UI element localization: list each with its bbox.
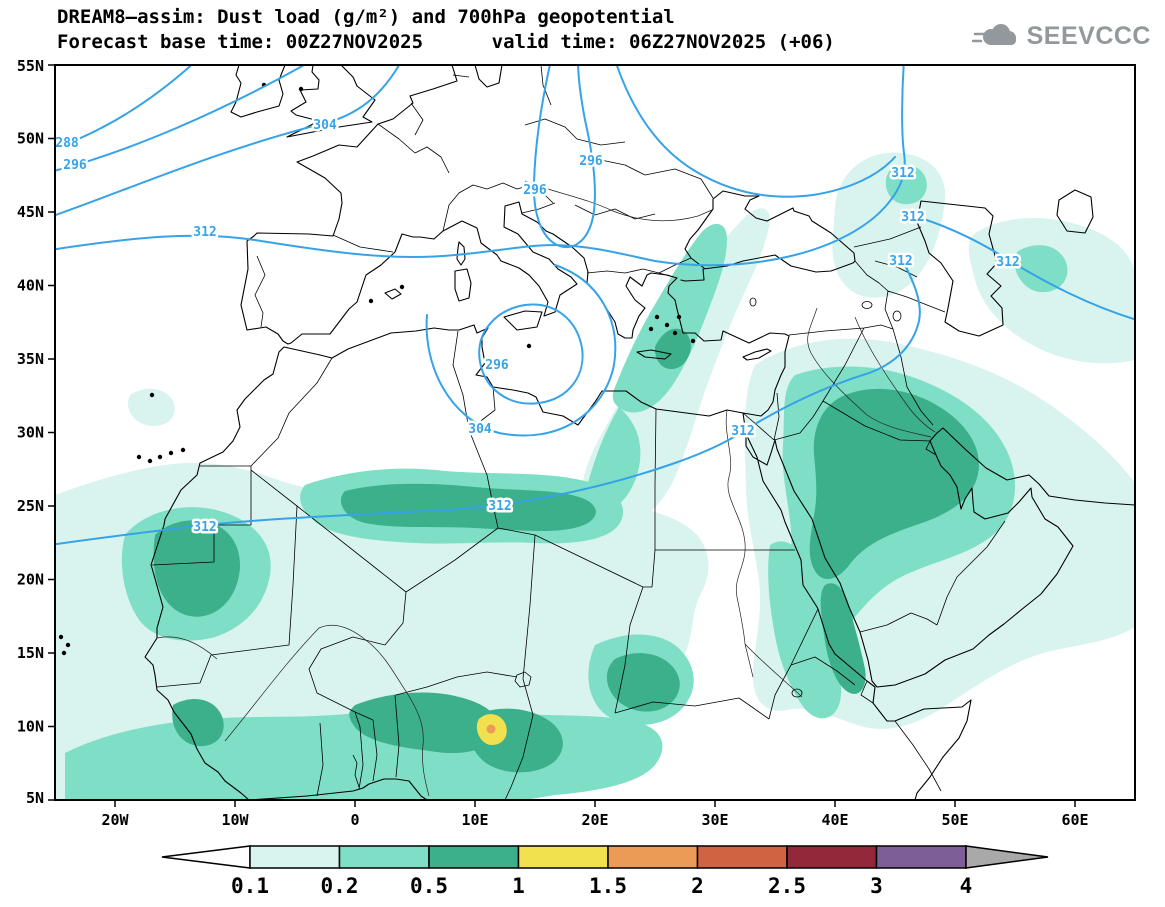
geopotential-contours — [55, 65, 1135, 546]
lat-label: 55N — [17, 57, 44, 75]
dust-level-0.2-region — [65, 164, 1068, 800]
contour-label: 312 — [193, 225, 216, 240]
legend-arrow-left — [161, 845, 251, 869]
legend-segment-0.1-0.2 — [249, 845, 341, 869]
lon-label: 10E — [461, 811, 488, 829]
lakes — [352, 297, 902, 788]
lon-label: 30E — [701, 811, 728, 829]
coastlines — [144, 65, 1135, 800]
legend-segment-1-1.5 — [517, 845, 609, 869]
contour-labels: 288 296 304 312 296 296 296 304 312 312 … — [55, 116, 1022, 538]
colorbar-legend: 0.1 0.2 0.5 1 1.5 2 2.5 3 4 — [161, 845, 1049, 898]
map-subtitle: Forecast base time: 00Z27NOV2025 valid t… — [57, 31, 835, 53]
legend-tick-label: 0.2 — [321, 874, 359, 898]
lon-label: 50E — [941, 811, 968, 829]
lat-axis: 55N 50N 45N 40N 35N 30N 25N 20N 15N 10N … — [17, 57, 44, 807]
lon-label: 60E — [1061, 811, 1088, 829]
map-content: 288 296 304 312 296 296 296 304 312 312 … — [55, 65, 1135, 800]
contour-label: 288 — [55, 136, 79, 151]
lon-label: 40E — [821, 811, 848, 829]
island-outlines — [384, 241, 772, 361]
contour-label: 312 — [996, 255, 1019, 270]
cloud-motion-lines — [971, 32, 985, 43]
dust-level-0.5-region — [153, 328, 979, 773]
legend-tick-label: 1.5 — [589, 874, 627, 898]
legend-arrow-right — [965, 845, 1049, 869]
contour-label: 296 — [63, 158, 87, 173]
lon-label: 10W — [221, 811, 249, 829]
contour-label: 304 — [313, 118, 337, 133]
rivers — [156, 180, 936, 797]
legend-tick-label: 2.5 — [768, 874, 806, 898]
contour-label: 312 — [889, 254, 912, 269]
seevccc-logo: SEEVCCC — [971, 20, 1151, 52]
legend-segment-0.2-0.5 — [338, 845, 430, 869]
legend-segment-2-2.5 — [696, 845, 788, 869]
legend-tick-label: 3 — [870, 874, 883, 898]
dust-load-field — [55, 152, 1135, 800]
legend-tick-label: 1 — [512, 874, 525, 898]
contour-label: 312 — [901, 210, 924, 225]
lat-label: 25N — [17, 497, 44, 515]
lat-label: 40N — [17, 277, 44, 295]
lat-label: 50N — [17, 130, 44, 148]
legend-segment-2.5-3 — [786, 845, 878, 869]
lon-ticks — [114, 800, 1076, 807]
geography — [58, 65, 1135, 800]
map-title: DREAM8—assim: Dust load (g/m²) and 700hP… — [57, 6, 675, 28]
contour-label: 312 — [891, 166, 914, 181]
legend-tick-label: 0.5 — [410, 874, 448, 898]
lat-label: 35N — [17, 350, 44, 368]
lat-label: 15N — [17, 644, 44, 662]
lat-label: 45N — [17, 203, 44, 221]
lon-label: 0 — [350, 811, 359, 829]
logo-text: SEEVCCC — [1026, 21, 1151, 50]
contour-label: 312 — [193, 520, 216, 535]
lat-label: 5N — [26, 789, 44, 807]
lon-label: 20W — [101, 811, 129, 829]
legend-tick-label: 4 — [960, 874, 973, 898]
legend-segment-1.5-2 — [607, 845, 699, 869]
cloud-icon — [971, 24, 1016, 45]
legend-segment-3-4 — [875, 845, 967, 869]
contour-label: 304 — [468, 422, 492, 437]
lat-label: 10N — [17, 718, 44, 736]
contour-label: 296 — [579, 154, 603, 169]
contour-label: 296 — [523, 183, 547, 198]
contour-label: 296 — [485, 358, 509, 373]
lat-ticks — [48, 64, 55, 801]
country-borders — [151, 65, 1006, 800]
legend-segment-0.5-1 — [428, 845, 520, 869]
dust-level-1.5-spot — [486, 724, 496, 734]
contour-label: 312 — [488, 499, 511, 514]
lon-label: 20E — [581, 811, 608, 829]
contour-label: 312 — [731, 424, 754, 439]
lat-label: 30N — [17, 424, 44, 442]
legend-tick-label: 0.1 — [231, 874, 269, 898]
map-area: 288 296 304 312 296 296 296 304 312 312 … — [17, 57, 1136, 829]
legend-tick-label: 2 — [691, 874, 704, 898]
cloud-shape — [982, 24, 1016, 45]
lat-label: 20N — [17, 571, 44, 589]
lon-axis: 20W 10W 0 10E 20E 30E 40E 50E 60E — [101, 811, 1088, 829]
